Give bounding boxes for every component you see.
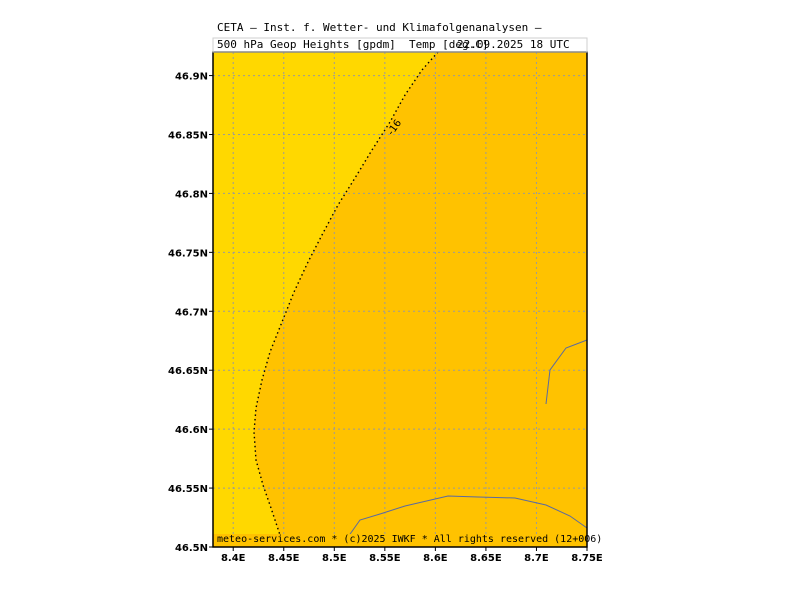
lon-tick-label: 8.55E	[369, 553, 401, 564]
lat-tick-label: 46.5N	[175, 543, 208, 554]
longitude-axis: 8.4E 8.45E 8.5E 8.55E 8.6E 8.65E 8.7E 8.75E	[221, 547, 603, 564]
lat-tick-label: 46.6N	[175, 425, 208, 436]
latitude-axis: 46.9N 46.85N 46.8N 46.75N 46.7N 46.65N 46.6N 46…	[168, 72, 213, 554]
lat-tick-label: 46.8N	[175, 189, 208, 200]
lon-tick-label: 8.75E	[571, 553, 603, 564]
valid-time: 22.09.2025 18 UTC	[457, 38, 570, 51]
lat-tick-label: 46.75N	[168, 248, 208, 259]
lon-tick-label: 8.7E	[524, 553, 549, 564]
cool-region	[213, 52, 438, 547]
lat-tick-label: 46.7N	[175, 307, 208, 318]
lat-tick-label: 46.65N	[168, 366, 208, 377]
map-title: CETA — Inst. f. Wetter- und Klimafolgena…	[217, 21, 542, 34]
lon-tick-label: 8.5E	[322, 553, 347, 564]
lat-tick-label: 46.85N	[168, 131, 208, 142]
lat-tick-label: 46.55N	[168, 484, 208, 495]
lon-tick-label: 8.45E	[268, 553, 300, 564]
credit-footer: meteo-services.com * (c)2025 IWKF * All …	[217, 534, 603, 545]
coastline-east	[545, 339, 588, 405]
lat-tick-label: 46.9N	[175, 72, 208, 83]
lon-tick-label: 8.4E	[221, 553, 246, 564]
lon-tick-label: 8.65E	[470, 553, 502, 564]
map-subtitle: 500 hPa Geop Heights [gpdm] Temp [deg.C]	[217, 38, 489, 51]
footer-band	[213, 534, 587, 547]
isotherm-contour	[253, 51, 439, 548]
lon-tick-label: 8.6E	[423, 553, 448, 564]
title-box	[212, 37, 588, 53]
coastline	[336, 495, 588, 548]
